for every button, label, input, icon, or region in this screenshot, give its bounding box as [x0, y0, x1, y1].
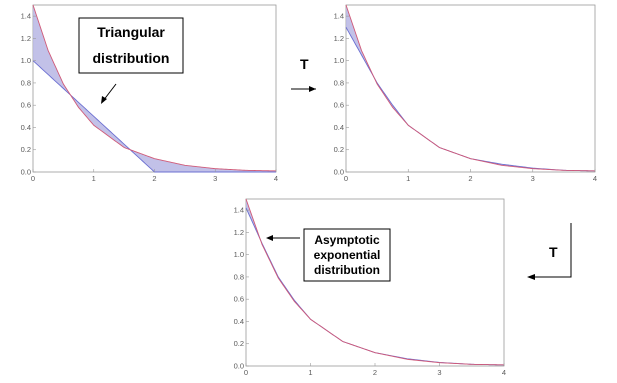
x-tick-label: 3	[213, 174, 217, 183]
annotation-line: distribution	[93, 50, 170, 66]
y-tick-label: 0.2	[234, 339, 244, 348]
operator-label: T	[549, 244, 558, 260]
annotation-line: distribution	[314, 263, 380, 277]
y-tick-label: 0.4	[334, 123, 344, 132]
x-tick-label: 2	[152, 174, 156, 183]
series-line-b	[345, 4, 596, 172]
x-tick-label: 1	[308, 368, 312, 377]
x-tick-label: 0	[244, 368, 248, 377]
series-line-b	[245, 198, 505, 366]
y-tick-label: 1.0	[234, 250, 244, 259]
annotation-line: Asymptotic	[314, 233, 380, 247]
series-line-b	[32, 4, 277, 172]
y-tick-label: 1.0	[21, 56, 31, 65]
x-tick-label: 3	[531, 174, 535, 183]
difference-area	[246, 199, 504, 365]
x-tick-label: 4	[274, 174, 278, 183]
x-tick-label: 4	[502, 368, 506, 377]
x-tick-label: 2	[373, 368, 377, 377]
annotation-box	[303, 228, 391, 282]
y-tick-label: 0.8	[334, 78, 344, 87]
y-tick-label: 0.0	[21, 168, 31, 177]
y-tick-label: 0.2	[334, 145, 344, 154]
y-tick-label: 0.8	[234, 272, 244, 281]
x-tick-label: 0	[31, 174, 35, 183]
x-tick-label: 2	[468, 174, 472, 183]
x-tick-label: 4	[593, 174, 597, 183]
chart-panel-asymptotic: 0.0 0.2 0.4 0.6 0.8 1.0 1.2 1.4 0 1 2 3 4	[234, 198, 506, 377]
plot-frame	[345, 4, 596, 173]
y-tick-label: 0.4	[21, 123, 31, 132]
y-tick-label: 1.0	[334, 56, 344, 65]
y-tick-label: 0.6	[21, 101, 31, 110]
y-tick-label: 0.2	[21, 145, 31, 154]
plot-frame	[245, 198, 505, 367]
operator-label: T	[300, 56, 309, 72]
y-tick-label: 1.4	[334, 12, 344, 21]
y-tick-label: 0.6	[234, 295, 244, 304]
y-tick-label: 1.4	[21, 12, 31, 21]
x-tick-label: 0	[344, 174, 348, 183]
series-line-a	[32, 60, 276, 173]
annotation-triangular: Triangular distribution	[78, 17, 184, 104]
y-tick-label: 1.2	[21, 34, 31, 43]
y-tick-label: 0.4	[234, 317, 244, 326]
y-tick-label: 1.2	[234, 228, 244, 237]
annotation-line: Triangular	[97, 24, 165, 40]
y-tick-label: 1.4	[234, 206, 244, 215]
annotation-line: exponential	[314, 248, 381, 262]
y-tick-label: 0.8	[21, 78, 31, 87]
annotation-box	[78, 17, 184, 74]
x-tick-label: 1	[406, 174, 410, 183]
operator-t-elbow: T	[527, 223, 572, 280]
x-tick-label: 3	[437, 368, 441, 377]
chart-panel-intermediate: 0.0 0.2 0.4 0.6 0.8 1.0 1.2 1.4 0 1 2 3 4	[334, 4, 597, 183]
annotation-asymptotic: Asymptotic exponential distribution	[266, 228, 391, 282]
y-tick-label: 0.0	[234, 362, 244, 371]
operator-t-right: T	[291, 56, 316, 92]
elbow-arrow-icon	[530, 223, 572, 278]
difference-area	[346, 5, 595, 171]
chart-panel-triangular: 0.0 0.2 0.4 0.6 0.8 1.0 1.2 1.4 0 1 2 3 4	[21, 4, 278, 183]
series-line-a	[345, 27, 596, 172]
y-tick-label: 0.0	[334, 168, 344, 177]
arrowhead-icon	[527, 274, 535, 280]
arrowhead-icon	[309, 86, 316, 92]
y-tick-label: 0.6	[334, 101, 344, 110]
x-tick-label: 1	[92, 174, 96, 183]
y-tick-label: 1.2	[334, 34, 344, 43]
arrowhead-icon	[101, 96, 107, 104]
arrowhead-icon	[266, 235, 273, 241]
